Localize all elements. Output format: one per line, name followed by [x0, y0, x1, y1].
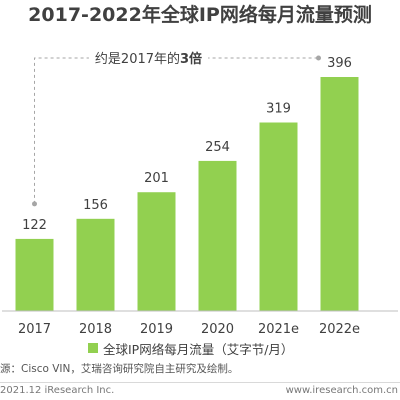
- x-tick-label-2018: 2018: [79, 322, 112, 337]
- data-label-2022e: 396: [327, 56, 352, 71]
- data-label-2021e: 319: [266, 102, 291, 117]
- callout-emphasis: 3倍: [180, 51, 202, 67]
- callout-end-marker: [316, 55, 321, 61]
- chart-title: 2017-2022年全球IP网络每月流量预测: [28, 4, 372, 26]
- x-tick-label-2020: 2020: [201, 322, 234, 337]
- callout-annotation: 约是2017年的3倍: [32, 49, 321, 207]
- x-tick-label-2019: 2019: [140, 322, 173, 337]
- data-label-2019: 201: [144, 171, 169, 186]
- x-tick-label-2021e: 2021e: [258, 322, 299, 337]
- source-note: 源：Cisco VIN，艾瑞咨询研究院自主研究及绘制。: [0, 363, 239, 375]
- callout-text-background: [88, 49, 209, 69]
- bar-2021e: [259, 122, 298, 311]
- legend-label: 全球IP网络每月流量（艾字节/月）: [103, 341, 294, 357]
- data-label-2018: 156: [83, 198, 108, 213]
- bar-2019: [137, 192, 176, 311]
- callout-connector-line: [34, 57, 319, 204]
- callout-prefix: 约是2017年的: [95, 51, 180, 67]
- footer-divider: [0, 382, 400, 383]
- x-tick-label-2017: 2017: [18, 322, 51, 337]
- callout-text: 约是2017年的3倍: [95, 51, 202, 67]
- data-label-2017: 122: [22, 218, 47, 233]
- bar-2017: [15, 238, 54, 311]
- bar-2020: [198, 160, 237, 311]
- legend: 全球IP网络每月流量（艾字节/月）: [88, 339, 293, 357]
- website-link[interactable]: www.iresearch.com.cn: [285, 385, 398, 396]
- data-label-2020: 254: [205, 140, 230, 155]
- callout-start-marker: [32, 201, 37, 207]
- bar-2018: [76, 218, 115, 311]
- bar-2022e: [320, 77, 359, 311]
- legend-swatch: [88, 343, 98, 353]
- copyright-text: 2021.12 iResearch Inc.: [0, 385, 115, 396]
- x-tick-label-2022e: 2022e: [319, 322, 360, 337]
